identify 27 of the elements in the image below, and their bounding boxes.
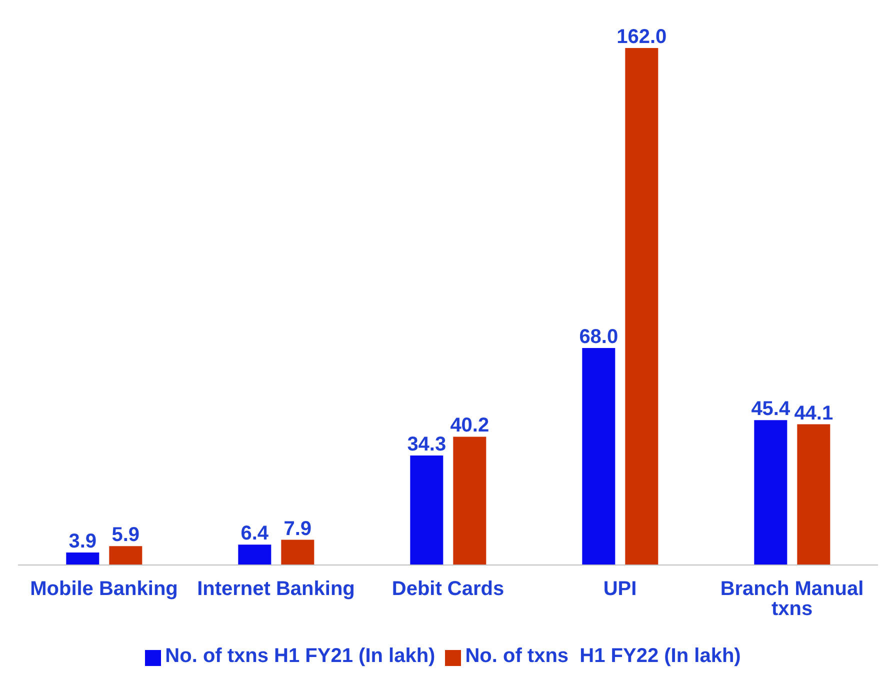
data-label: 68.0 [579,326,618,348]
data-label: 5.9 [112,524,140,546]
data-label: 6.4 [240,522,270,545]
x-tick-label: Branch Manual txns [720,578,864,620]
data-label: 44.1 [794,402,834,424]
legend-label: No. of txns H1 FY21 (In lakh) [165,645,436,667]
bar [453,436,486,565]
x-tick-label: Internet Banking [197,578,355,600]
data-label: 3.9 [68,530,97,553]
data-label: 45.4 [751,398,791,420]
bar [754,420,788,565]
data-label: 40.2 [450,414,490,437]
bar [410,456,444,565]
bar [238,544,272,565]
legend-label: No. of txns H1 FY22 (In lakh) [465,645,741,667]
x-tick-label: Debit Cards [392,578,504,600]
bar [66,552,100,565]
data-label: 34.3 [407,434,446,456]
bar [625,48,658,565]
bar [281,540,314,565]
data-label: 7.9 [284,518,312,540]
bar [109,546,142,565]
data-label: 162.0 [616,26,667,48]
x-tick-label: UPI [603,578,637,600]
bar [797,424,830,565]
x-tick-label: Mobile Banking [30,578,178,600]
bar [582,348,616,565]
